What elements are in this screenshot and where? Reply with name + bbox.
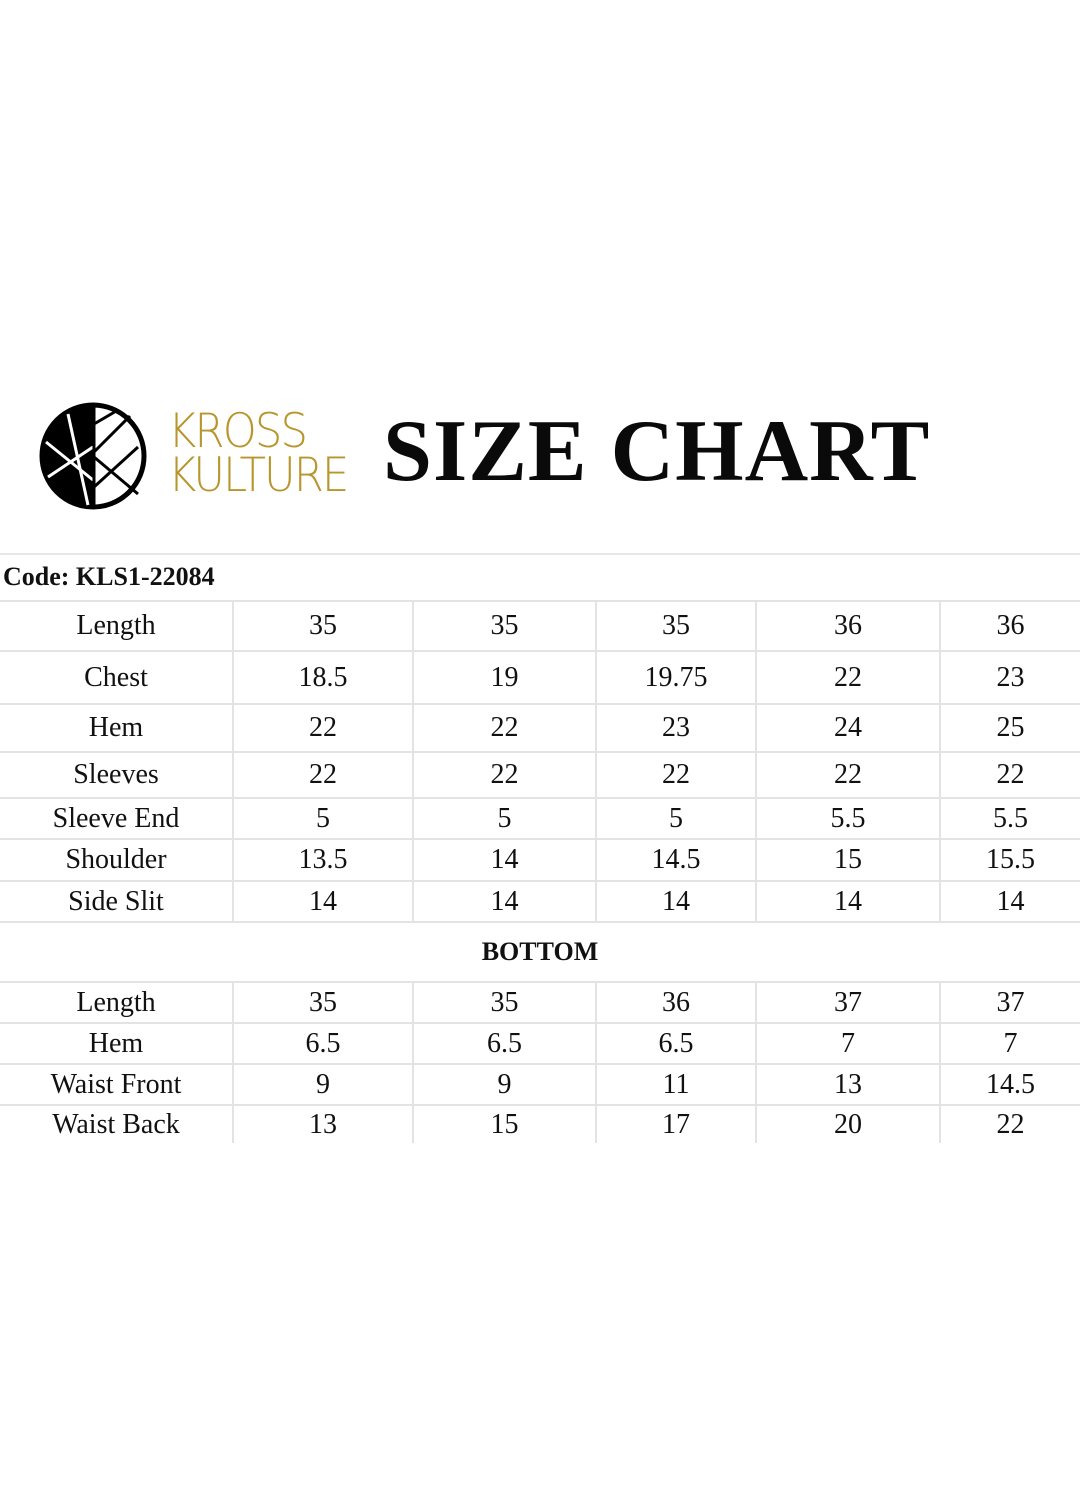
brand-line-2: KULTURE: [168, 448, 349, 503]
size-value: 14.5: [939, 1063, 1080, 1105]
size-value: 22: [412, 703, 596, 752]
size-value: 7: [939, 1022, 1080, 1064]
size-value: 14: [939, 880, 1080, 922]
size-value: 22: [412, 751, 596, 798]
table-row: Hem 6.5 6.5 6.5 7 7: [0, 1022, 1080, 1064]
table-row: Length 35 35 35 36 36: [0, 600, 1080, 651]
table-row: Hem 22 22 23 24 25: [0, 703, 1080, 752]
row-label: Hem: [0, 703, 233, 752]
table-row: Side Slit 14 14 14 14 14: [0, 880, 1080, 922]
row-label: Waist Front: [0, 1063, 233, 1105]
size-value: 37: [755, 981, 940, 1023]
row-label: Length: [0, 600, 233, 651]
size-value: 9: [412, 1063, 596, 1105]
size-value: 18.5: [232, 650, 413, 704]
size-value: 14: [232, 880, 413, 922]
row-label: Chest: [0, 650, 233, 704]
size-value: 6.5: [412, 1022, 596, 1064]
table-row: Sleeves 22 22 22 22 22: [0, 751, 1080, 798]
size-value: 35: [412, 981, 596, 1023]
table-row: Waist Back 13 15 17 20 22: [0, 1104, 1080, 1143]
size-value: 22: [755, 751, 940, 798]
table-row: Chest 18.5 19 19.75 22 23: [0, 650, 1080, 704]
size-value: 5.5: [755, 797, 940, 839]
size-value: 35: [595, 600, 756, 651]
size-value: 5: [595, 797, 756, 839]
size-value: 35: [232, 981, 413, 1023]
size-value: 36: [595, 981, 756, 1023]
size-value: 11: [595, 1063, 756, 1105]
size-value: 22: [939, 751, 1080, 798]
size-value: 25: [939, 703, 1080, 752]
size-value: 6.5: [232, 1022, 413, 1064]
size-value: 5: [232, 797, 413, 839]
size-value: 15: [755, 838, 940, 881]
section-heading: BOTTOM: [0, 921, 1080, 982]
size-value: 14: [595, 880, 756, 922]
size-value: 19.75: [595, 650, 756, 704]
size-value: 6.5: [595, 1022, 756, 1064]
size-value: 23: [595, 703, 756, 752]
brand-name: KROSS KULTURE: [168, 404, 349, 503]
size-value: 37: [939, 981, 1080, 1023]
table-row: Waist Front 9 9 11 13 14.5: [0, 1063, 1080, 1105]
size-value: 23: [939, 650, 1080, 704]
row-label: Sleeve End: [0, 797, 233, 839]
size-value: 13.5: [232, 838, 413, 881]
row-label: Shoulder: [0, 838, 233, 881]
size-value: 35: [412, 600, 596, 651]
size-value: 22: [232, 703, 413, 752]
page-title: SIZE CHART: [383, 403, 931, 500]
size-value: 19: [412, 650, 596, 704]
section-row: BOTTOM: [0, 921, 1080, 982]
row-label: Sleeves: [0, 751, 233, 798]
size-value: 22: [232, 751, 413, 798]
size-value: 15.5: [939, 838, 1080, 881]
size-value: 13: [755, 1063, 940, 1105]
row-label: Length: [0, 981, 233, 1023]
divider: [0, 553, 1080, 555]
size-value: 5.5: [939, 797, 1080, 839]
size-value: 14: [412, 838, 596, 881]
size-value: 36: [939, 600, 1080, 651]
row-label: Side Slit: [0, 880, 233, 922]
size-value: 14: [755, 880, 940, 922]
table-row: Shoulder 13.5 14 14.5 15 15.5: [0, 838, 1080, 881]
size-value: 15: [412, 1104, 596, 1143]
table-row: Sleeve End 5 5 5 5.5 5.5: [0, 797, 1080, 839]
size-value: 17: [595, 1104, 756, 1143]
size-value: 24: [755, 703, 940, 752]
size-value: 20: [755, 1104, 940, 1143]
size-value: 14: [412, 880, 596, 922]
size-value: 22: [755, 650, 940, 704]
size-value: 35: [232, 600, 413, 651]
size-value: 7: [755, 1022, 940, 1064]
size-value: 22: [595, 751, 756, 798]
size-table: Length 35 35 35 36 36 Chest 18.5 19 19.75 22 23 Hem 2…: [0, 600, 1080, 1143]
product-code: Code: KLS1-22084: [3, 562, 215, 591]
size-value: 14.5: [595, 838, 756, 881]
kross-kulture-logo-icon: [39, 402, 147, 510]
row-label: Hem: [0, 1022, 233, 1064]
size-value: 5: [412, 797, 596, 839]
size-value: 9: [232, 1063, 413, 1105]
table-row: Length 35 35 36 37 37: [0, 981, 1080, 1023]
size-value: 22: [939, 1104, 1080, 1143]
brand-line-1: KROSS: [168, 404, 308, 459]
row-label: Waist Back: [0, 1104, 233, 1143]
size-value: 36: [755, 600, 940, 651]
size-value: 13: [232, 1104, 413, 1143]
